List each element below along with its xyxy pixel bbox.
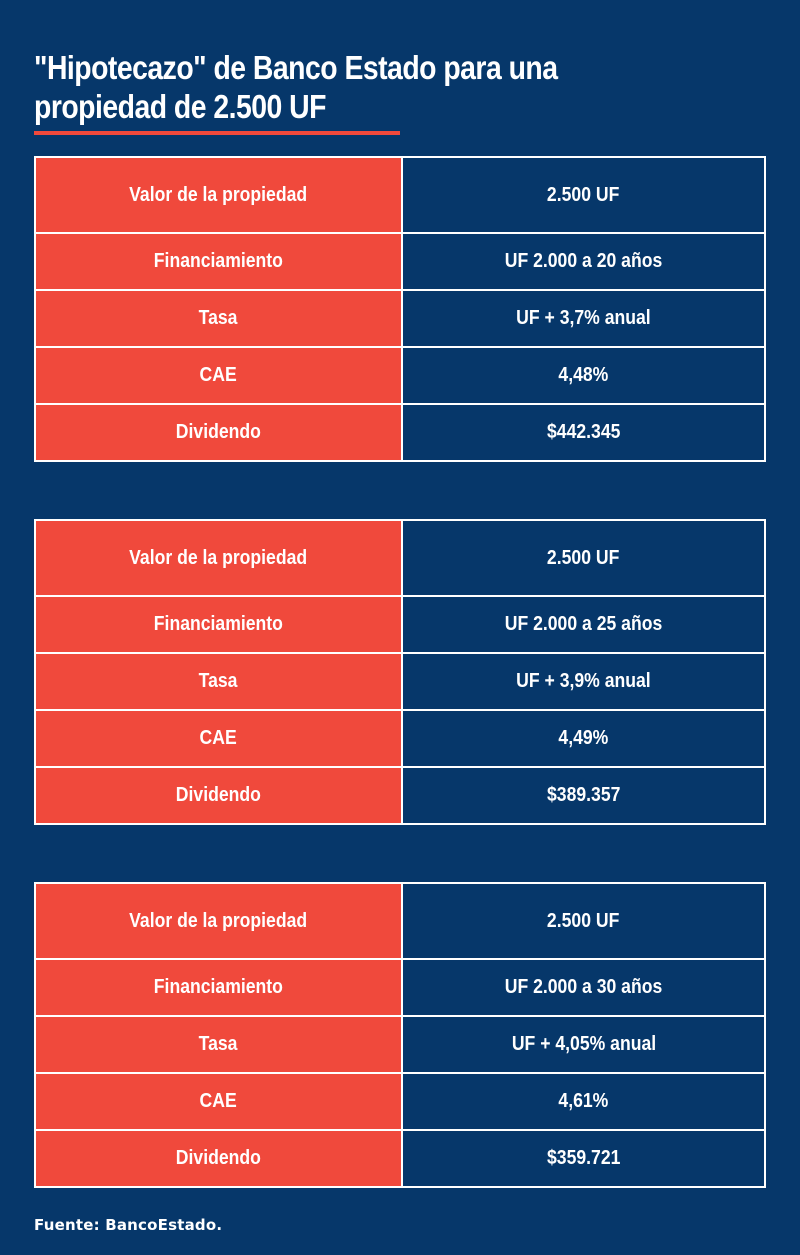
row-label: CAE bbox=[199, 364, 238, 386]
row-label-cell: CAE bbox=[34, 1072, 403, 1131]
row-label: CAE bbox=[199, 1090, 238, 1112]
table-row: Dividendo $359.721 bbox=[34, 1129, 766, 1188]
row-label: Financiamiento bbox=[153, 250, 284, 272]
table-row: Financiamiento UF 2.000 a 30 años bbox=[34, 958, 766, 1017]
row-label-cell: Dividendo bbox=[34, 403, 403, 462]
row-label: Financiamiento bbox=[153, 613, 284, 635]
row-value-cell: 4,48% bbox=[401, 346, 766, 405]
row-label-cell: Dividendo bbox=[34, 766, 403, 825]
table-row: Dividendo $389.357 bbox=[34, 766, 766, 825]
row-value-cell: $389.357 bbox=[401, 766, 766, 825]
row-label: Valor de la propiedad bbox=[129, 909, 308, 932]
row-value: UF + 4,05% anual bbox=[511, 1033, 656, 1055]
row-value: UF + 3,7% anual bbox=[516, 307, 651, 329]
row-label-cell: Valor de la propiedad bbox=[34, 882, 403, 960]
mortgage-table-30-years: Valor de la propiedad 2.500 UF Financiam… bbox=[34, 882, 766, 1188]
table-row: Financiamiento UF 2.000 a 20 años bbox=[34, 232, 766, 291]
row-value: $359.721 bbox=[546, 1147, 621, 1169]
table-row: CAE 4,49% bbox=[34, 709, 766, 768]
source-note: Fuente: BancoEstado. bbox=[34, 1216, 223, 1234]
row-label-cell: CAE bbox=[34, 346, 403, 405]
row-label: Tasa bbox=[199, 670, 238, 692]
row-label: CAE bbox=[199, 727, 238, 749]
row-value-cell: UF 2.000 a 20 años bbox=[401, 232, 766, 291]
row-value-cell: UF 2.000 a 30 años bbox=[401, 958, 766, 1017]
row-value: UF + 3,9% anual bbox=[516, 670, 651, 692]
title-underline bbox=[34, 131, 400, 135]
row-label-cell: Valor de la propiedad bbox=[34, 156, 403, 234]
page-title-line-1: "Hipotecazo" de Banco Estado para una bbox=[34, 49, 558, 86]
row-value-cell: 4,61% bbox=[401, 1072, 766, 1131]
row-value: UF 2.000 a 20 años bbox=[504, 250, 663, 272]
row-label-cell: CAE bbox=[34, 709, 403, 768]
row-value-cell: 4,49% bbox=[401, 709, 766, 768]
row-value: UF 2.000 a 30 años bbox=[504, 976, 663, 998]
row-value: 2.500 UF bbox=[547, 183, 620, 206]
row-value-cell: UF + 4,05% anual bbox=[401, 1015, 766, 1074]
row-label-cell: Financiamiento bbox=[34, 958, 403, 1017]
page-title: "Hipotecazo" de Banco Estado para una pr… bbox=[34, 48, 636, 126]
row-value: 4,49% bbox=[558, 727, 609, 749]
table-row: Valor de la propiedad 2.500 UF bbox=[34, 156, 766, 234]
row-label-cell: Financiamiento bbox=[34, 232, 403, 291]
row-value-cell: 2.500 UF bbox=[401, 882, 766, 960]
row-value-cell: UF + 3,7% anual bbox=[401, 289, 766, 348]
row-label: Dividendo bbox=[175, 784, 262, 806]
row-label: Valor de la propiedad bbox=[129, 546, 308, 569]
row-value-cell: UF 2.000 a 25 años bbox=[401, 595, 766, 654]
table-row: CAE 4,61% bbox=[34, 1072, 766, 1131]
row-label-cell: Financiamiento bbox=[34, 595, 403, 654]
table-row: Tasa UF + 4,05% anual bbox=[34, 1015, 766, 1074]
row-value: UF 2.000 a 25 años bbox=[504, 613, 663, 635]
row-label-cell: Tasa bbox=[34, 1015, 403, 1074]
row-value: 4,48% bbox=[558, 364, 609, 386]
table-row: Financiamiento UF 2.000 a 25 años bbox=[34, 595, 766, 654]
row-label: Financiamiento bbox=[153, 976, 284, 998]
row-label: Tasa bbox=[199, 307, 238, 329]
row-value: $389.357 bbox=[546, 784, 621, 806]
row-label-cell: Dividendo bbox=[34, 1129, 403, 1188]
row-value: 2.500 UF bbox=[547, 909, 620, 932]
row-value-cell: $359.721 bbox=[401, 1129, 766, 1188]
row-label: Dividendo bbox=[175, 1147, 262, 1169]
row-label-cell: Valor de la propiedad bbox=[34, 519, 403, 597]
mortgage-table-25-years: Valor de la propiedad 2.500 UF Financiam… bbox=[34, 519, 766, 825]
row-value-cell: 2.500 UF bbox=[401, 519, 766, 597]
row-label-cell: Tasa bbox=[34, 289, 403, 348]
table-row: Dividendo $442.345 bbox=[34, 403, 766, 462]
row-value-cell: UF + 3,9% anual bbox=[401, 652, 766, 711]
row-label: Valor de la propiedad bbox=[129, 183, 308, 206]
row-value: $442.345 bbox=[546, 421, 621, 443]
row-label: Tasa bbox=[199, 1033, 238, 1055]
row-label-cell: Tasa bbox=[34, 652, 403, 711]
table-row: Tasa UF + 3,9% anual bbox=[34, 652, 766, 711]
row-value: 4,61% bbox=[558, 1090, 609, 1112]
mortgage-table-20-years: Valor de la propiedad 2.500 UF Financiam… bbox=[34, 156, 766, 462]
row-value-cell: 2.500 UF bbox=[401, 156, 766, 234]
table-row: CAE 4,48% bbox=[34, 346, 766, 405]
row-label: Dividendo bbox=[175, 421, 262, 443]
table-row: Valor de la propiedad 2.500 UF bbox=[34, 519, 766, 597]
table-row: Valor de la propiedad 2.500 UF bbox=[34, 882, 766, 960]
row-value: 2.500 UF bbox=[547, 546, 620, 569]
page-title-line-2: propiedad de 2.500 UF bbox=[34, 88, 326, 125]
table-row: Tasa UF + 3,7% anual bbox=[34, 289, 766, 348]
row-value-cell: $442.345 bbox=[401, 403, 766, 462]
